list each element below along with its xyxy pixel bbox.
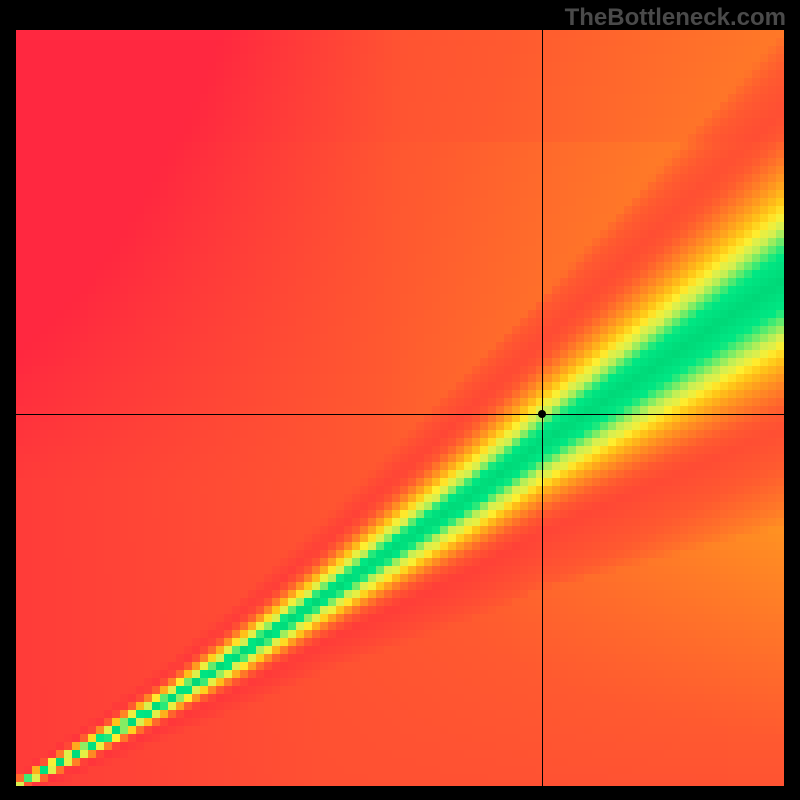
watermark-text: TheBottleneck.com: [565, 4, 786, 32]
heatmap-plot: [16, 30, 784, 786]
heatmap-canvas: [16, 30, 784, 786]
